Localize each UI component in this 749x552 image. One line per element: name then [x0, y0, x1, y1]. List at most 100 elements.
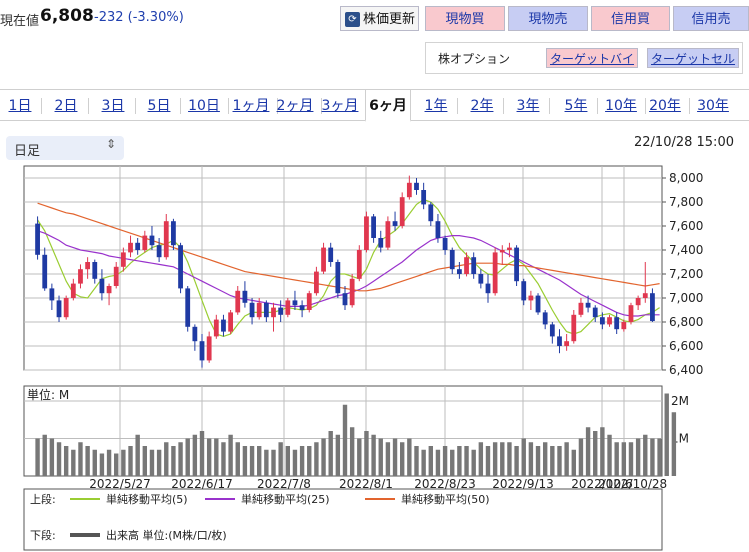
tab-12[interactable]: 5年	[564, 98, 588, 114]
volume-bar	[299, 446, 305, 476]
candle-body	[392, 221, 398, 226]
candle-body	[592, 307, 598, 318]
volume-bar	[657, 438, 662, 476]
refresh-icon: ⟳	[345, 12, 360, 27]
candle-body	[635, 298, 641, 306]
margin-buy-button[interactable]: 信用買	[591, 6, 670, 31]
volume-bar	[171, 446, 176, 476]
tab-4[interactable]: 10日	[188, 98, 220, 114]
volume-bar	[392, 438, 398, 476]
tab-2[interactable]: 3日	[101, 98, 125, 114]
candle-body	[435, 221, 441, 238]
candle-body	[235, 290, 241, 313]
tab-separator	[457, 98, 458, 114]
chevron-updown-icon: ⇕	[106, 137, 117, 151]
legend-text-1: 単純移動平均(25)	[241, 492, 330, 506]
volume-bar	[128, 446, 133, 476]
refresh-button[interactable]: ⟳ 株価更新	[340, 6, 419, 31]
x-tick-label: 2022/10/6	[571, 477, 633, 491]
price-change: -232 (-3.30%)	[94, 10, 184, 25]
tab-3[interactable]: 5日	[147, 98, 171, 114]
volume-bar	[257, 446, 262, 476]
candle-body	[364, 216, 369, 250]
ma-line-1	[37, 230, 660, 317]
tab-separator	[41, 98, 42, 114]
candle-body	[263, 302, 269, 318]
volume-bar	[156, 449, 162, 476]
y-tick-label: 7,000	[669, 291, 703, 305]
candle-body	[564, 341, 570, 346]
volume-bar	[521, 438, 526, 476]
candle-body	[199, 341, 205, 361]
volume-bar	[149, 449, 155, 476]
volume-bar	[114, 453, 119, 476]
tab-15[interactable]: 30年	[697, 98, 729, 114]
spot-sell-button[interactable]: 現物売	[508, 6, 588, 31]
tab-6[interactable]: 2ヶ月	[276, 98, 314, 114]
volume-bar	[63, 446, 69, 476]
tab-11[interactable]: 3年	[516, 98, 540, 114]
volume-bar	[457, 446, 462, 476]
tab-7[interactable]: 3ヶ月	[321, 98, 359, 114]
current-price: 6,808	[40, 6, 94, 26]
tab-14[interactable]: 20年	[649, 98, 681, 114]
volume-bar	[535, 446, 541, 476]
tab-10[interactable]: 2年	[470, 98, 494, 114]
tab-13[interactable]: 10年	[605, 98, 637, 114]
target-buy-button[interactable]: ターゲットバイ	[546, 48, 639, 68]
volume-bar	[399, 442, 405, 476]
candle-body	[156, 245, 162, 258]
candle-body	[571, 314, 577, 342]
target-sell-button[interactable]: ターゲットセル	[647, 48, 740, 68]
candle-body	[442, 238, 448, 250]
volume-bar	[292, 449, 298, 476]
tab-separator	[549, 98, 550, 114]
volume-bar	[507, 442, 512, 476]
volume-bar	[271, 449, 276, 476]
candle-body	[507, 247, 512, 250]
volume-bar	[206, 438, 212, 476]
candle-body	[585, 302, 591, 308]
volume-bar	[164, 442, 169, 476]
y-tick-label: 7,200	[669, 267, 703, 281]
stock-chart: 8,000 7,800 7,600 7,400 7,200 7,000 6,800 6,600…	[23, 165, 703, 551]
candle-body	[49, 288, 55, 301]
candle-body	[63, 298, 69, 318]
tab-separator	[135, 98, 136, 114]
candle-body	[328, 247, 334, 262]
volume-bar	[664, 393, 669, 476]
candle-body	[399, 197, 405, 226]
x-tick-label: 2022/10/28	[598, 477, 667, 491]
candle-body	[492, 252, 498, 294]
volume-bar	[56, 442, 62, 476]
candle-body	[70, 283, 76, 298]
tab-separator	[503, 98, 504, 114]
interval-select[interactable]	[6, 136, 124, 160]
candle-body	[528, 295, 534, 301]
legend-volume-text: 出来高 単位:(M株/口/枚)	[106, 528, 227, 542]
tab-9[interactable]: 1年	[424, 98, 448, 114]
volume-bar	[121, 449, 126, 476]
tab-separator	[689, 98, 690, 114]
volume-bar	[78, 442, 83, 476]
y-tick-label: 7,600	[669, 219, 703, 233]
candle-body	[142, 235, 148, 250]
tab-5[interactable]: 1ヶ月	[232, 98, 270, 114]
volume-bar	[278, 442, 283, 476]
legend-text-0: 単純移動平均(5)	[106, 492, 188, 506]
candle-body	[171, 221, 176, 246]
volume-bar	[478, 442, 484, 476]
tab-8[interactable]: 6ヶ月	[365, 89, 411, 122]
candle-body	[242, 290, 248, 303]
volume-bar	[464, 446, 469, 476]
tab-0[interactable]: 1日	[8, 98, 32, 114]
legend-lower-label: 下段:	[30, 528, 56, 542]
candle-body	[35, 223, 40, 255]
volume-bar	[550, 446, 555, 476]
tab-1[interactable]: 2日	[54, 98, 78, 114]
spot-buy-button[interactable]: 現物買	[425, 6, 505, 31]
candle-body	[406, 182, 412, 198]
margin-sell-button[interactable]: 信用売	[673, 6, 749, 31]
candle-body	[335, 262, 341, 294]
y-tick-label: 6,600	[669, 339, 703, 353]
